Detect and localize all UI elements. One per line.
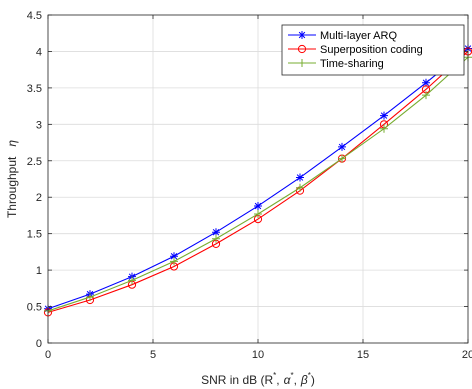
y-tick-label: 3.5: [27, 83, 42, 95]
legend-label: Multi-layer ARQ: [320, 30, 397, 42]
legend-label: Superposition coding: [320, 44, 423, 56]
x-tick-label: 10: [252, 349, 264, 361]
series-layer: [43, 44, 472, 317]
data-point-marker: [380, 111, 388, 120]
x-axis-label-beta: β: [300, 373, 308, 387]
axes: 0 5 10 15 20 0 0.5 1 1.5 2 2.5 3 3.5 4 4.5: [27, 10, 472, 361]
data-point-marker: [254, 201, 262, 210]
data-point-marker: [170, 257, 178, 266]
y-tick-label: 2.5: [27, 156, 42, 168]
data-point-marker: [422, 91, 430, 100]
x-axis-label: SNR in dB (R*, α*, β*): [201, 371, 315, 387]
y-tick-label: 0: [36, 338, 42, 350]
x-tick-label: 5: [150, 349, 156, 361]
series-line: [47, 51, 469, 313]
x-axis-label-sup-r: *: [273, 371, 276, 380]
x-axis-label-sup-beta: *: [308, 371, 311, 380]
data-point-marker: [86, 293, 94, 302]
y-axis-label-main: Throughput: [5, 156, 19, 218]
x-axis-label-comma-1: ,: [276, 373, 279, 387]
data-point-marker: [338, 142, 346, 151]
data-point-marker: [296, 173, 304, 182]
x-tick-label: 15: [357, 349, 369, 361]
x-axis-label-close: ): [311, 373, 315, 387]
y-axis-label: Throughput η: [5, 140, 19, 218]
y-tick-label: 0.5: [27, 302, 42, 314]
legend-box: [281, 24, 465, 76]
x-tick-label: 20: [462, 349, 472, 361]
x-tick-label: 0: [45, 349, 51, 361]
legend: Multi-layer ARQ Superposition coding Time-…: [281, 24, 465, 76]
y-tick-label: 1.5: [27, 229, 42, 241]
legend-marker: [298, 31, 306, 39]
data-point-marker: [212, 228, 220, 237]
y-tick-label: 2: [36, 192, 42, 204]
series-time-sharing: [44, 53, 472, 315]
x-axis-label-main: SNR in dB (R: [201, 373, 273, 387]
y-tick-label: 3: [36, 119, 42, 131]
data-point-marker: [254, 209, 262, 218]
data-point-marker: [338, 154, 346, 163]
y-tick-label: 4: [36, 46, 42, 58]
x-axis-label-alpha: α: [284, 373, 292, 387]
data-point-marker: [212, 234, 220, 243]
y-axis-label-symbol: η: [5, 140, 19, 147]
legend-marker: [298, 59, 306, 67]
data-point-marker: [422, 78, 430, 87]
data-point-marker: [128, 276, 136, 285]
y-tick-label: 4.5: [27, 10, 42, 22]
x-axis-label-sup-alpha: *: [290, 371, 293, 380]
data-point-marker: [380, 124, 388, 133]
x-axis-label-comma-2: ,: [294, 373, 297, 387]
legend-marker: [297, 44, 307, 54]
y-tick-label: 1: [36, 265, 42, 277]
data-point-marker: [296, 183, 304, 192]
data-point-marker: [170, 252, 178, 261]
legend-label: Time-sharing: [320, 58, 384, 70]
